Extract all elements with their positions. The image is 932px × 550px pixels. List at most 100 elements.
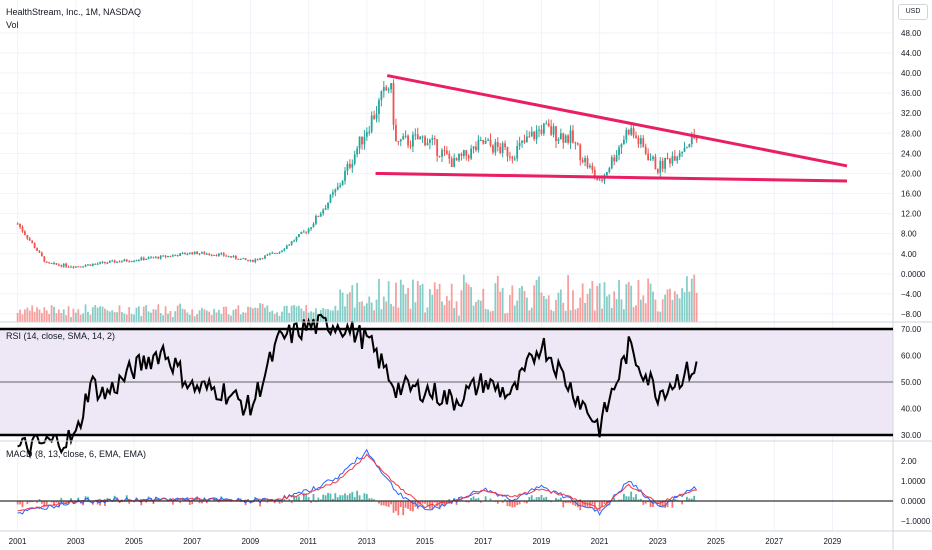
macd-histogram-bar: [317, 497, 320, 501]
volume-bar: [322, 307, 325, 322]
macd-histogram-bar: [397, 501, 400, 516]
volume-bar: [390, 303, 392, 322]
volume-bar: [581, 283, 584, 322]
volume-bar: [542, 295, 545, 322]
volume-bar: [24, 309, 26, 322]
volume-bar: [171, 317, 174, 322]
volume-bar: [479, 300, 482, 322]
candle-body: [266, 254, 269, 256]
macd-histogram-bar: [293, 495, 295, 501]
volume-bar: [535, 279, 538, 322]
candle-body: [492, 145, 494, 153]
candle-body: [399, 139, 402, 142]
volume-bar: [428, 289, 431, 322]
macd-histogram-bar: [128, 501, 131, 504]
macd-histogram-bar: [283, 499, 286, 501]
volume-bar: [315, 308, 317, 322]
time-tick-label: 2027: [765, 537, 783, 546]
volume-bar: [264, 307, 266, 322]
rsi-title: RSI (14, close, SMA, 14, 2): [6, 331, 116, 341]
candle-body: [627, 129, 630, 135]
macd-histogram-bar: [591, 501, 594, 505]
volume-bar: [305, 305, 308, 322]
candle-body: [181, 253, 184, 255]
macd-histogram-bar: [288, 499, 291, 501]
candle-body: [72, 266, 75, 268]
candle-body: [419, 136, 422, 140]
time-tick-label: 2021: [591, 537, 609, 546]
volume-bar: [123, 313, 126, 322]
price-tick-label: 32.00: [901, 109, 922, 118]
volume-bar: [82, 313, 85, 322]
macd-histogram-bar: [448, 499, 451, 501]
volume-bar: [198, 310, 201, 322]
volume-bar: [53, 306, 55, 322]
candle-body: [60, 265, 63, 267]
volume-bar: [159, 313, 162, 322]
candle-body: [167, 255, 169, 257]
volume-bar: [268, 311, 271, 322]
macd-histogram-bar: [336, 497, 339, 501]
candle-body: [268, 253, 271, 255]
candle-body: [203, 252, 206, 255]
volume-bar: [89, 314, 92, 322]
trendlines[interactable]: [375, 74, 848, 183]
candle-body: [43, 256, 46, 262]
time-tick-label: 2011: [300, 537, 318, 546]
volume-bar: [239, 314, 242, 322]
currency-button[interactable]: USD: [898, 4, 928, 20]
candle-body: [368, 131, 371, 133]
candle-body: [615, 155, 618, 162]
volume-bar: [625, 284, 628, 322]
price-tick-label: 0.0000: [901, 270, 926, 279]
volume-bar: [227, 314, 230, 322]
macd-title: MACD (8, 13, close, 6, EMA, EMA): [6, 449, 147, 459]
macd-histogram-bar: [378, 501, 380, 504]
candle-body: [552, 126, 555, 135]
macd-histogram-bar: [613, 497, 616, 501]
candle-body: [89, 264, 92, 266]
macd-histogram-bar: [259, 501, 262, 507]
macd-histogram-bar: [171, 501, 174, 505]
macd-histogram-bar: [348, 493, 351, 501]
macd-histogram-bar: [380, 501, 383, 506]
candle-body: [276, 253, 279, 255]
candle-body: [482, 139, 485, 144]
volume-bar: [545, 298, 548, 322]
volume-bar: [654, 299, 657, 322]
candle-body: [596, 177, 599, 181]
candle-body: [395, 124, 397, 142]
macd-histogram-bar: [368, 498, 371, 501]
time-tick-label: 2001: [9, 537, 27, 546]
candle-body: [331, 192, 334, 195]
candle-body: [227, 256, 230, 258]
candle-body: [428, 139, 431, 143]
macd-histogram-bar: [431, 501, 434, 510]
candle-body: [348, 163, 351, 168]
macd-histogram-bar: [356, 490, 359, 501]
candle-body: [521, 140, 523, 143]
volume-bar: [205, 310, 208, 322]
volume-bar: [130, 313, 133, 322]
candle-body: [288, 244, 291, 246]
candle-body: [169, 255, 172, 257]
macd-histogram-bar: [637, 499, 640, 501]
candle-body: [472, 146, 475, 149]
candle-body: [213, 254, 215, 256]
volume-bar: [598, 283, 601, 322]
volume-bar: [632, 307, 635, 322]
rsi-tick-label: 50.00: [901, 378, 922, 387]
volume-bar: [465, 282, 468, 322]
macd-histogram-bar: [104, 501, 106, 507]
candle-body: [622, 139, 625, 145]
candle-body: [298, 234, 300, 238]
macd-histogram-bar: [567, 501, 570, 503]
volume-bar: [218, 309, 220, 322]
candle-body: [251, 259, 254, 262]
candle-body: [106, 262, 109, 264]
volume-bar: [242, 312, 245, 322]
macd-histogram-bar: [528, 497, 531, 501]
candle-body: [230, 256, 232, 258]
macd-histogram-bar: [618, 499, 620, 501]
